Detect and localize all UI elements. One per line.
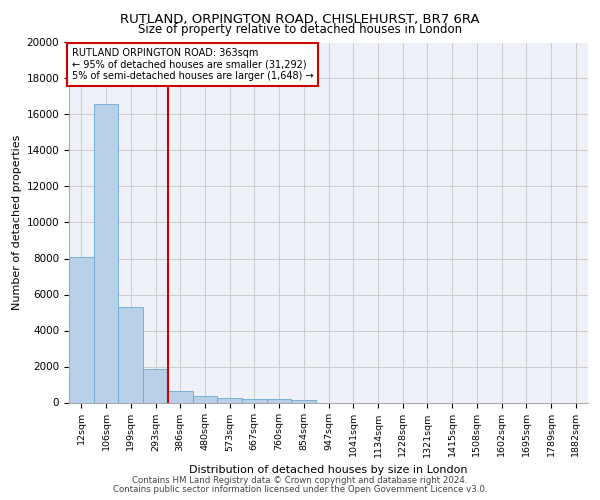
Text: Size of property relative to detached houses in London: Size of property relative to detached ho…: [138, 22, 462, 36]
Bar: [168, 391, 193, 402]
Bar: [118, 307, 143, 402]
Bar: [94, 104, 118, 403]
Bar: [69, 256, 94, 402]
Text: Contains HM Land Registry data © Crown copyright and database right 2024.: Contains HM Land Registry data © Crown c…: [132, 476, 468, 485]
Text: RUTLAND ORPINGTON ROAD: 363sqm
← 95% of detached houses are smaller (31,292)
5% : RUTLAND ORPINGTON ROAD: 363sqm ← 95% of …: [71, 48, 313, 81]
Text: RUTLAND, ORPINGTON ROAD, CHISLEHURST, BR7 6RA: RUTLAND, ORPINGTON ROAD, CHISLEHURST, BR…: [120, 12, 480, 26]
X-axis label: Distribution of detached houses by size in London: Distribution of detached houses by size …: [189, 465, 468, 475]
Bar: [193, 396, 217, 402]
Bar: [217, 398, 242, 402]
Bar: [143, 369, 168, 402]
Bar: [242, 398, 267, 402]
Bar: [292, 400, 316, 402]
Y-axis label: Number of detached properties: Number of detached properties: [13, 135, 22, 310]
Text: Contains public sector information licensed under the Open Government Licence v3: Contains public sector information licen…: [113, 485, 487, 494]
Bar: [267, 400, 292, 402]
